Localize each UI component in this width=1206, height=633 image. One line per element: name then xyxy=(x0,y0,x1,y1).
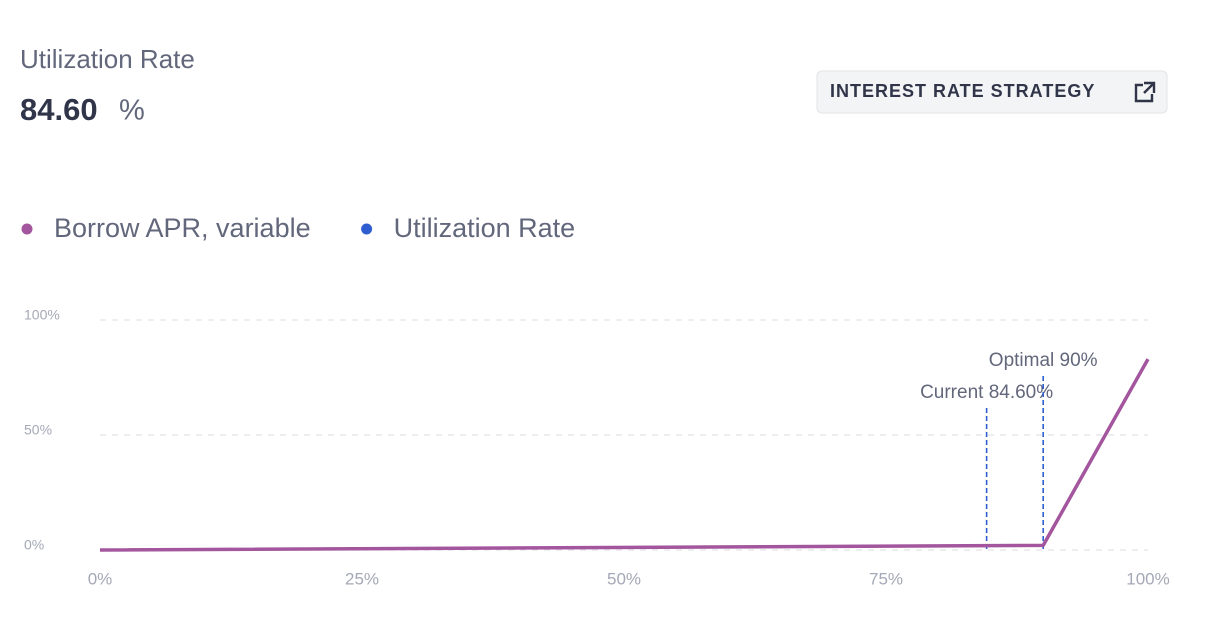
x-tick-label: 50% xyxy=(607,569,641,588)
annotation-label: Optimal 90% xyxy=(989,350,1098,371)
legend-label: Borrow APR, variable xyxy=(54,213,311,243)
y-tick-label: 50% xyxy=(24,422,52,438)
x-tick-label: 100% xyxy=(1126,569,1169,588)
legend-label: Utilization Rate xyxy=(394,213,576,243)
x-tick-label: 75% xyxy=(869,569,903,588)
x-tick-label: 25% xyxy=(345,569,379,588)
y-tick-label: 0% xyxy=(24,537,44,553)
header-value: 84.60 xyxy=(20,92,98,127)
header-title: Utilization Rate xyxy=(20,44,195,74)
y-tick-label: 100% xyxy=(24,307,60,323)
legend-marker xyxy=(21,223,33,235)
legend-marker xyxy=(361,223,373,235)
x-tick-label: 0% xyxy=(88,569,113,588)
header-unit: % xyxy=(119,95,145,127)
series-line xyxy=(99,358,1150,552)
button-label: INTEREST RATE STRATEGY xyxy=(830,81,1095,101)
strategy-button[interactable]: INTEREST RATE STRATEGY xyxy=(816,70,1168,114)
external-link-icon xyxy=(1134,81,1156,103)
annotation-label: Current 84.60% xyxy=(920,382,1053,403)
button-background xyxy=(816,70,1168,114)
